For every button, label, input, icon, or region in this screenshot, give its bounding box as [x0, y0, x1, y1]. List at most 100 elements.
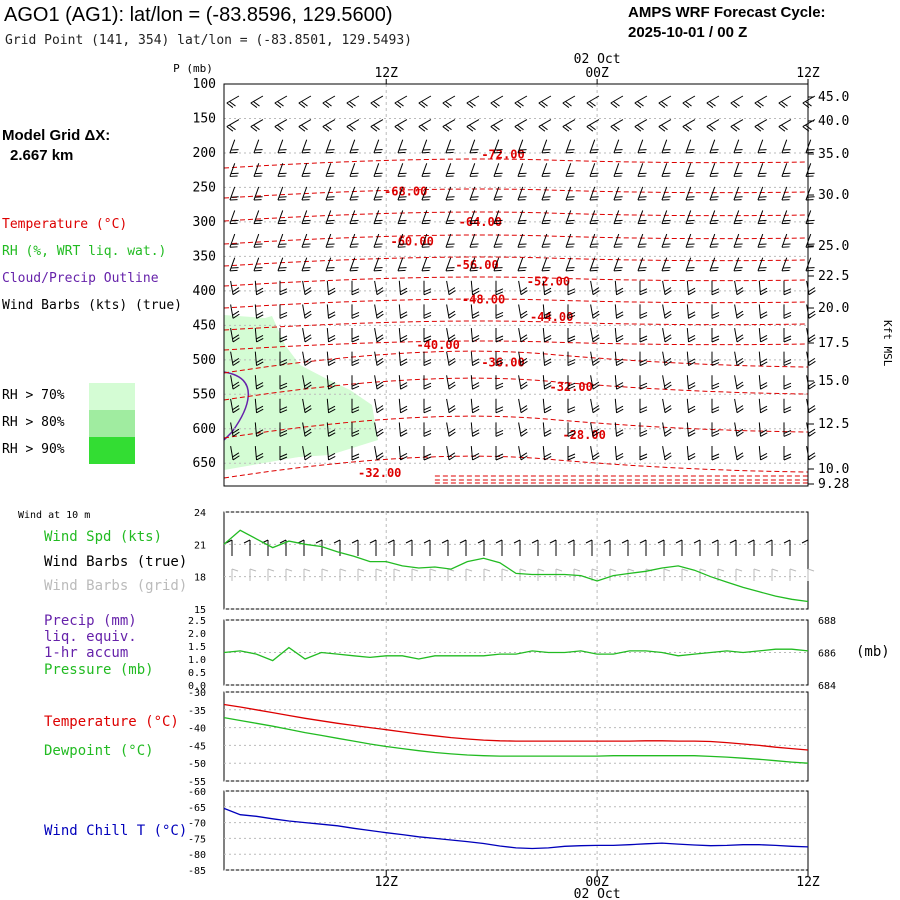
wind-barb [565, 233, 575, 248]
wind-barb [302, 446, 312, 461]
wind-barb [517, 163, 527, 177]
wind-barb [374, 328, 384, 343]
wind-barb [325, 257, 335, 272]
wind-barb [442, 95, 456, 108]
isotherm-line [223, 415, 809, 439]
wind10-barb-true [567, 539, 575, 556]
kft-axis-title: Kft MSL [881, 320, 894, 367]
wind-barb [394, 95, 408, 108]
wind-barb [662, 398, 672, 414]
wind-barb [253, 163, 263, 177]
wind-barb [709, 210, 719, 225]
wind10-barb-grid [393, 568, 401, 581]
wind-barb [541, 186, 551, 201]
wind-barb [518, 351, 528, 366]
wind-barb [686, 280, 696, 296]
kft-tick-label: 9.28 [818, 477, 849, 492]
wind10-barb-grid [411, 568, 419, 581]
isotherm-label: -28.00 [562, 428, 605, 442]
bottom-date-label: 02 Oct [574, 887, 621, 900]
wind-barb [639, 422, 648, 437]
isotherm-line [223, 298, 809, 309]
wind-barb [423, 422, 432, 437]
wind-barb [470, 304, 480, 319]
wind-barb [302, 398, 312, 414]
wind-barb [495, 375, 504, 390]
wind-barb [783, 398, 792, 414]
wind10-barb-true [621, 539, 629, 556]
wind-barb [781, 163, 791, 177]
wind10-barb-true [405, 539, 413, 556]
precip-tick-label: 2.0 [188, 629, 206, 640]
wind-barb [589, 139, 599, 154]
wind-barb [758, 422, 768, 437]
wind-barb [565, 186, 575, 201]
wind-barb [542, 398, 552, 414]
isotherm-line [223, 188, 809, 199]
wind-barb [301, 233, 311, 248]
wind-barb [682, 119, 696, 132]
wind-barb [279, 280, 288, 296]
kft-tick-label: 30.0 [818, 188, 849, 203]
kft-tick-label: 40.0 [818, 114, 849, 129]
wind-barb [706, 119, 720, 132]
isotherm-label: -32.00 [549, 380, 592, 394]
wind10-barb-grid [735, 568, 743, 581]
wind-barb [781, 233, 791, 248]
isotherm-label: -60.00 [390, 234, 433, 248]
wind-barb [495, 328, 504, 343]
wind-barb [398, 327, 408, 343]
isotherm-label: -32.00 [358, 466, 401, 480]
precip-tick-label: 1.0 [188, 655, 206, 666]
isotherm-line [223, 211, 809, 222]
wind-barb [326, 351, 336, 367]
temperature-line [223, 703, 809, 751]
wind-barb [326, 375, 336, 390]
wind-barb [778, 95, 792, 108]
wind-barb [302, 375, 312, 390]
wind-barb [397, 186, 407, 201]
wind-barb [781, 186, 791, 201]
wind-barb [397, 163, 407, 177]
wind-barb [734, 422, 744, 437]
wind10-barb-grid [267, 568, 275, 581]
wind10-barb-true [513, 539, 521, 556]
wind10-barb-true [801, 539, 809, 556]
wind-barb [783, 328, 792, 343]
wind-barb [398, 398, 408, 414]
precip-tick-label: 2.5 [188, 616, 206, 627]
wind-barb [567, 328, 576, 343]
wind-barb [274, 95, 288, 108]
wind-barb [758, 327, 768, 343]
wind-barb [661, 257, 671, 272]
wind-barb [758, 351, 768, 367]
wind-barb [446, 446, 456, 461]
wind-barb [709, 257, 719, 272]
kft-tick-label: 45.0 [818, 90, 849, 105]
wind-speed-label: Wind Spd (kts) [44, 529, 163, 545]
wind-barb [686, 375, 696, 390]
wind-barb [518, 304, 528, 319]
wind-barb [374, 375, 384, 390]
wind-barb [685, 186, 695, 201]
wind-barb [302, 304, 312, 319]
wind-barb [614, 445, 624, 461]
wind-barb [637, 210, 647, 225]
wind-barb [442, 119, 456, 132]
wind10-barb-true [387, 539, 395, 556]
temp-tick-label: -45 [188, 741, 206, 752]
top-time-label: 12Z [374, 66, 398, 81]
wind-barb [542, 445, 552, 461]
wind-barb [781, 257, 791, 272]
wind-barb [590, 351, 600, 366]
wind-barbs-grid-label: Wind Barbs (grid) [44, 578, 188, 594]
grid-point-label: Grid Point (141, 354) lat/lon = (-83.850… [5, 33, 412, 48]
wind-barb [274, 119, 288, 132]
wind-barb [373, 186, 383, 201]
wind-barb [470, 445, 480, 461]
pressure-tick-label: 100 [193, 77, 216, 92]
wind-barb [470, 280, 480, 296]
wind-barb [301, 210, 311, 225]
kft-tick-label: 22.5 [818, 269, 849, 284]
wind-barb [565, 139, 575, 154]
